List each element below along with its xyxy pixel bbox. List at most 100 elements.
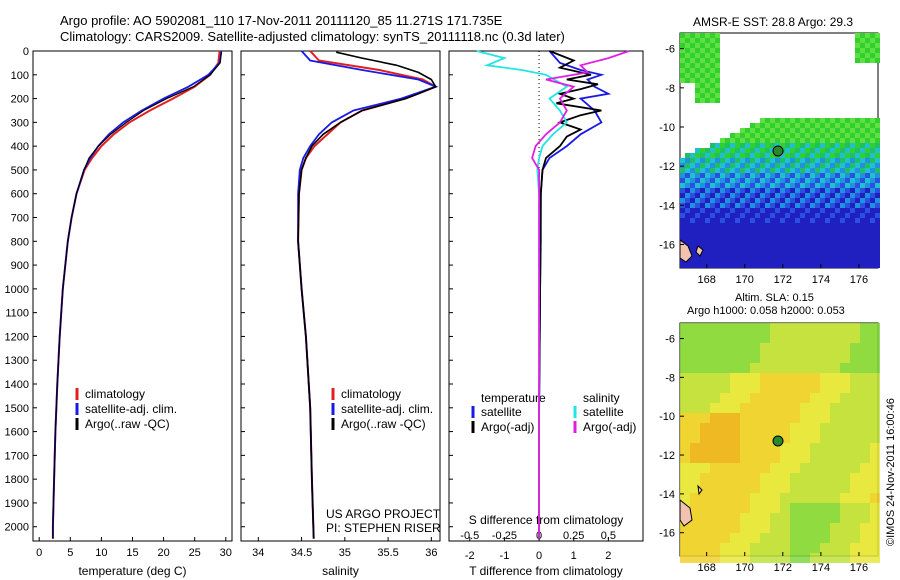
sst-cell <box>815 193 820 198</box>
sla-cell <box>760 493 770 503</box>
sla-cell <box>850 463 860 473</box>
sst-cell <box>685 223 690 228</box>
sst-cell <box>695 263 700 268</box>
sst-cell <box>865 228 870 233</box>
sst-cell <box>770 143 775 148</box>
sla-cell <box>680 493 690 503</box>
sst-cell <box>715 58 720 63</box>
sst-cell <box>725 153 730 158</box>
sla-cell <box>730 523 740 533</box>
sla-cell <box>690 473 700 483</box>
sst-cell <box>870 133 875 138</box>
sla-cell <box>790 483 800 493</box>
sst-cell <box>875 153 880 158</box>
sst-cell <box>705 148 710 153</box>
sst-cell <box>740 258 745 263</box>
sst-cell <box>770 263 775 268</box>
sst-cell <box>785 118 790 123</box>
sst-cell <box>840 248 845 253</box>
sst-cell <box>860 53 865 58</box>
sst-cell <box>785 213 790 218</box>
sst-cell <box>830 163 835 168</box>
sst-cell <box>875 168 880 173</box>
sla-cell <box>760 433 770 443</box>
sst-cell <box>830 233 835 238</box>
sst-cell <box>755 223 760 228</box>
sla-cell <box>680 383 690 393</box>
sla-cell <box>740 483 750 493</box>
sst-cell <box>755 248 760 253</box>
imos-credit: ©IMOS 24-Nov-2011 16:00:46 <box>885 398 897 546</box>
sst-cell <box>690 208 695 213</box>
sst-cell <box>790 158 795 163</box>
sst-cell <box>795 248 800 253</box>
sst-cell <box>745 248 750 253</box>
sst-cell <box>795 183 800 188</box>
sla-cell <box>830 543 840 553</box>
sst-cell <box>785 253 790 258</box>
sla-cell <box>700 483 710 493</box>
sst-cell <box>685 158 690 163</box>
sst-cell <box>825 243 830 248</box>
sla-cell <box>820 423 830 433</box>
sst-cell <box>860 203 865 208</box>
sst-cell <box>775 193 780 198</box>
sst-cell <box>735 143 740 148</box>
sst-cell <box>765 233 770 238</box>
sst-cell <box>730 218 735 223</box>
pi-label: PI: STEPHEN RISER <box>326 521 441 535</box>
sst-cell <box>800 128 805 133</box>
sst-cell <box>705 233 710 238</box>
sst-cell <box>710 218 715 223</box>
sst-cell <box>835 183 840 188</box>
sst-cell <box>860 143 865 148</box>
sst-cell <box>860 238 865 243</box>
sla-cell <box>700 543 710 553</box>
sst-cell <box>710 78 715 83</box>
sla-cell <box>760 503 770 513</box>
sst-cell <box>730 208 735 213</box>
sst-cell <box>760 163 765 168</box>
sst-cell <box>810 148 815 153</box>
sst-cell <box>815 218 820 223</box>
sla-cell <box>800 543 810 553</box>
sst-cell <box>860 213 865 218</box>
sst-cell <box>690 203 695 208</box>
sla-map-subtitle: Argo h1000: 0.058 h2000: 0.053 <box>687 305 845 317</box>
sst-cell <box>725 213 730 218</box>
sst-cell <box>825 143 830 148</box>
sst-cell <box>875 193 880 198</box>
sst-cell <box>875 123 880 128</box>
sla-cell <box>750 473 760 483</box>
sst-cell <box>750 233 755 238</box>
sst-cell <box>725 143 730 148</box>
sla-cell <box>840 323 850 333</box>
sst-cell <box>800 218 805 223</box>
sla-cell <box>710 483 720 493</box>
sla-cell <box>760 363 770 373</box>
sla-cell <box>810 413 820 423</box>
sla-cell <box>730 423 740 433</box>
sst-cell <box>680 188 685 193</box>
sla-cell <box>690 553 700 563</box>
sst-cell <box>755 233 760 238</box>
sst-cell <box>875 238 880 243</box>
sst-cell <box>790 128 795 133</box>
sla-cell <box>800 373 810 383</box>
sst-cell <box>825 258 830 263</box>
sst-cell <box>810 188 815 193</box>
sst-cell <box>710 213 715 218</box>
sst-cell <box>710 98 715 103</box>
y-tick-label: 2000 <box>5 522 29 534</box>
sst-cell <box>865 188 870 193</box>
sla-cell <box>770 383 780 393</box>
sst-cell <box>720 168 725 173</box>
sst-cell <box>840 233 845 238</box>
sst-cell <box>850 163 855 168</box>
sla-cell <box>870 343 880 353</box>
sst-cell <box>865 233 870 238</box>
sla-cell <box>790 533 800 543</box>
sst-cell <box>715 213 720 218</box>
sst-map-title: AMSR-E SST: 28.8 Argo: 29.3 <box>693 15 854 29</box>
